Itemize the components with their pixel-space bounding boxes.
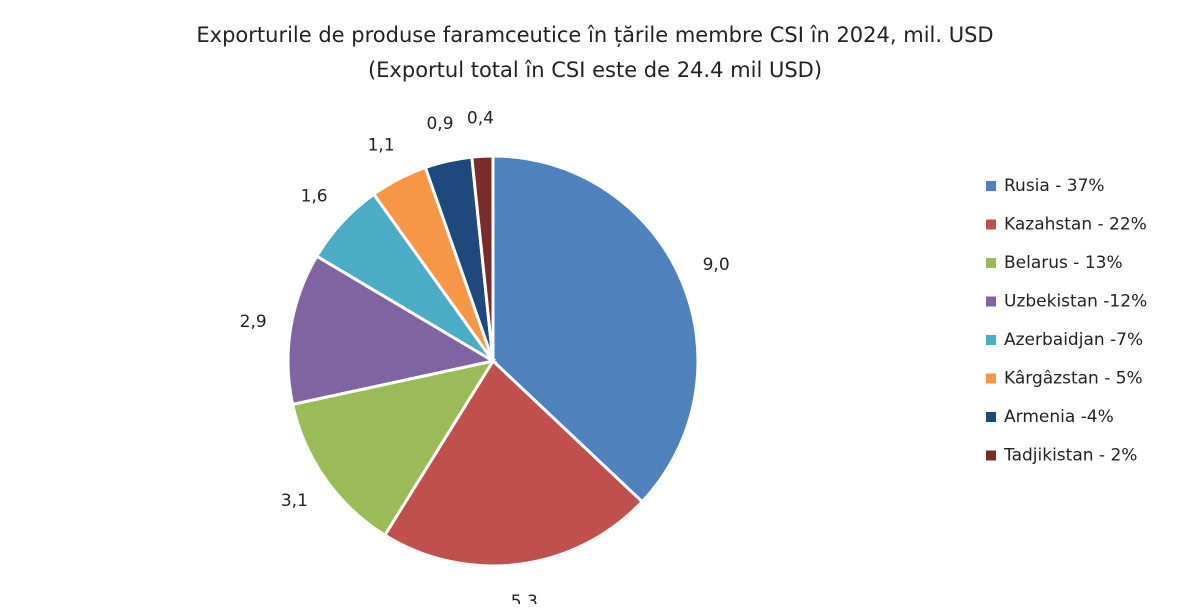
legend-swatch [986, 450, 996, 461]
legend-label: Kârgâzstan - 5% [1004, 369, 1143, 389]
legend-label: Armenia -4% [1004, 407, 1114, 427]
legend-swatch [986, 219, 996, 230]
data-label: 0,9 [426, 114, 453, 134]
legend-label: Kazahstan - 22% [1004, 215, 1147, 235]
chart-title: Exporturile de produse faramceutice în ț… [196, 23, 993, 47]
legend-swatch [986, 258, 996, 268]
data-label: 9,0 [703, 255, 730, 275]
legend-swatch [986, 296, 996, 307]
legend-swatch [986, 373, 996, 384]
data-label: 1,6 [301, 187, 328, 207]
legend-label: Rusia - 37% [1004, 176, 1105, 196]
data-label: 1,1 [368, 135, 395, 155]
pie-slice [491, 154, 700, 504]
pie-slice [382, 358, 645, 568]
data-label: 2,9 [240, 312, 267, 332]
chart-subtitle: (Exportul total în CSI este de 24.4 mil … [368, 58, 822, 82]
legend-label: Azerbaidjan -7% [1004, 330, 1143, 350]
data-label: 0,4 [467, 108, 494, 128]
pie-slice [290, 358, 497, 538]
legend-label: Belarus - 13% [1004, 253, 1123, 273]
pie-slice [470, 154, 495, 362]
legend-swatch [986, 335, 996, 345]
legend-label: Uzbekistan -12% [1004, 292, 1147, 312]
data-label: 3,1 [281, 491, 308, 511]
legend-label: Tadjikistan - 2% [1003, 446, 1137, 466]
legend-swatch [986, 412, 996, 422]
legend-swatch [986, 181, 996, 191]
pie-slice [286, 254, 498, 407]
data-label: 5,3 [511, 592, 538, 604]
